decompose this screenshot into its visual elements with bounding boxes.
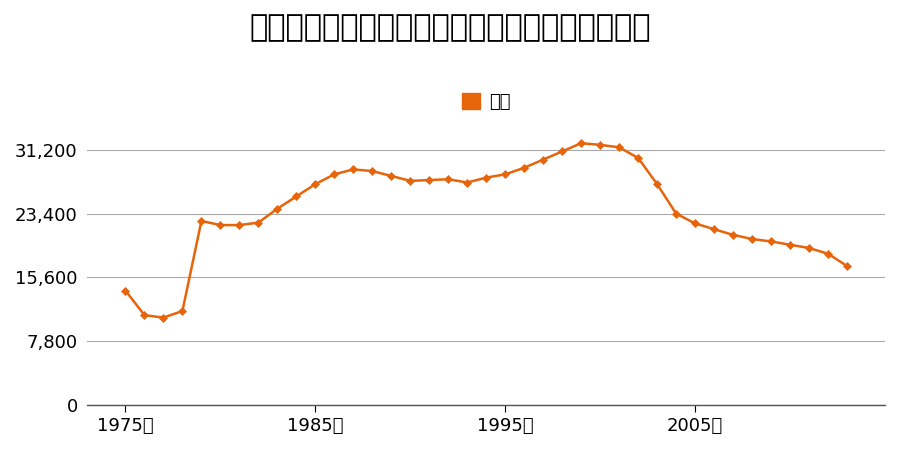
Legend: 価格: 価格 xyxy=(454,86,518,118)
Text: 北海道苫小牧市字沼の端７９番の一部の地価推移: 北海道苫小牧市字沼の端７９番の一部の地価推移 xyxy=(249,14,651,42)
